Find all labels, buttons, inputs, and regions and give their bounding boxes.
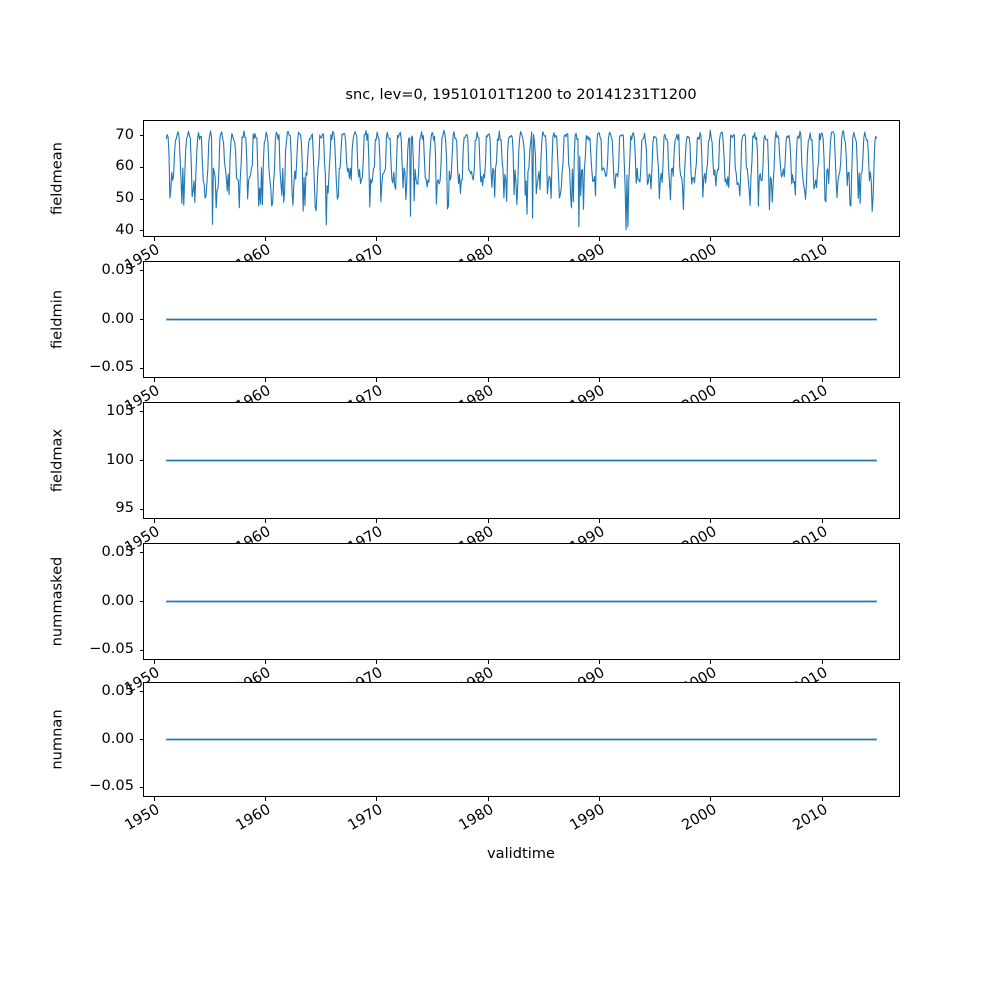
x-tick-mark	[376, 378, 378, 382]
y-tick-mark	[139, 411, 143, 413]
x-tick-mark	[710, 660, 712, 664]
subplot-nummasked	[143, 543, 900, 660]
y-tick-mark	[139, 459, 143, 462]
y-tick-mark	[139, 691, 143, 693]
x-tick-mark	[264, 237, 266, 241]
figure-title: snc, lev=0, 19510101T1200 to 20141231T12…	[345, 86, 697, 103]
y-tick-mark	[139, 135, 143, 137]
x-tick-mark	[821, 519, 823, 523]
subplot-fieldmax	[143, 402, 900, 519]
x-tick-mark	[264, 519, 266, 523]
y-axis-label-numnan: numnan	[48, 708, 66, 770]
x-tick-mark	[153, 237, 155, 241]
y-tick-label-nummasked: 0.05	[101, 542, 135, 560]
x-tick-mark	[376, 797, 378, 801]
y-tick-mark	[139, 600, 143, 603]
x-tick-label: 1960	[233, 800, 274, 834]
x-tick-mark	[153, 378, 155, 382]
y-tick-mark	[139, 166, 143, 168]
y-tick-mark	[139, 270, 143, 272]
plot-line-fieldmin	[144, 262, 899, 377]
y-tick-label-numnan: −0.05	[89, 777, 134, 795]
subplot-numnan	[143, 682, 900, 797]
x-tick-mark	[821, 797, 823, 801]
y-tick-label-numnan: 0.05	[101, 681, 135, 699]
x-tick-mark	[710, 237, 712, 241]
y-tick-label-fieldmean: 40	[115, 220, 134, 238]
y-tick-mark	[139, 508, 143, 510]
x-tick-mark	[487, 797, 489, 801]
y-tick-label-fieldmax: 95	[115, 499, 134, 517]
x-tick-mark	[710, 797, 712, 801]
y-tick-mark	[139, 738, 143, 741]
y-tick-mark	[139, 552, 143, 554]
y-tick-label-fieldmean: 70	[115, 125, 134, 143]
y-tick-label-fieldmax: 100	[106, 450, 134, 468]
subplot-fieldmin	[143, 261, 900, 378]
x-tick-mark	[598, 237, 600, 241]
x-tick-mark	[376, 519, 378, 523]
x-tick-label: 1980	[455, 800, 497, 834]
x-tick-mark	[598, 660, 600, 664]
y-tick-label-fieldmin: 0.05	[101, 260, 135, 278]
x-tick-label: 1990	[567, 800, 608, 834]
y-tick-label-fieldmean: 50	[115, 189, 134, 207]
x-tick-mark	[487, 237, 489, 241]
x-tick-label: 1970	[344, 800, 386, 834]
x-tick-mark	[153, 660, 155, 664]
y-tick-mark	[139, 318, 143, 321]
y-tick-label-nummasked: 0.00	[101, 591, 135, 609]
x-tick-label: 2010	[789, 800, 831, 834]
x-tick-mark	[710, 519, 712, 523]
x-axis-label: validtime	[487, 845, 555, 862]
subplot-fieldmean	[143, 120, 900, 237]
plot-line-fieldmax	[144, 403, 899, 518]
x-tick-mark	[598, 378, 600, 382]
x-tick-mark	[598, 797, 600, 801]
x-tick-mark	[264, 797, 266, 801]
y-tick-mark	[139, 367, 143, 369]
x-tick-mark	[376, 660, 378, 664]
y-tick-label-nummasked: −0.05	[89, 640, 134, 658]
x-tick-mark	[264, 378, 266, 382]
y-tick-label-fieldmax: 105	[106, 401, 134, 419]
x-tick-label: 2000	[678, 800, 720, 834]
y-tick-mark	[139, 786, 143, 788]
y-tick-mark	[139, 198, 143, 200]
x-tick-mark	[487, 660, 489, 664]
x-tick-mark	[487, 378, 489, 382]
y-tick-mark	[139, 649, 143, 651]
x-tick-mark	[264, 660, 266, 664]
y-tick-mark	[139, 230, 143, 232]
x-tick-mark	[821, 237, 823, 241]
x-tick-label: 1950	[121, 800, 163, 834]
y-tick-label-numnan: 0.00	[101, 729, 135, 747]
x-tick-mark	[153, 797, 155, 801]
x-tick-mark	[153, 519, 155, 523]
y-tick-label-fieldmean: 60	[115, 157, 134, 175]
plot-line-numnan	[144, 683, 899, 796]
x-tick-mark	[376, 237, 378, 241]
plot-line-nummasked	[144, 544, 899, 659]
x-tick-mark	[821, 378, 823, 382]
plot-line-fieldmean	[144, 121, 899, 236]
y-tick-label-fieldmin: −0.05	[89, 358, 134, 376]
x-tick-mark	[487, 519, 489, 523]
x-tick-mark	[821, 660, 823, 664]
x-tick-mark	[598, 519, 600, 523]
y-tick-label-fieldmin: 0.00	[101, 309, 135, 327]
x-tick-mark	[710, 378, 712, 382]
